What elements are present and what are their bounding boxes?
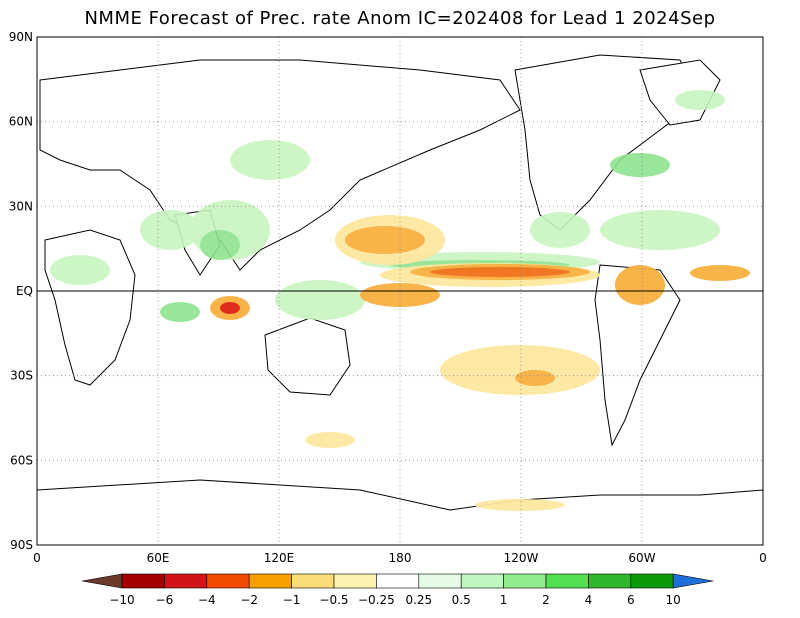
- lon-label: 120E: [264, 551, 295, 565]
- colorbar-swatch: [164, 573, 208, 589]
- colorbar-label: −2: [240, 593, 258, 607]
- latitude-labels: 90N 60N 30N EQ 30S 60S 90S: [9, 30, 33, 552]
- lat-label: 60S: [10, 453, 33, 467]
- lat-label: 30N: [9, 199, 33, 213]
- colorbar-label: −6: [156, 593, 174, 607]
- lon-label: 60W: [628, 551, 655, 565]
- dry-anomalies: [210, 215, 750, 511]
- grid-lines: [37, 37, 763, 545]
- lat-label: 30S: [10, 369, 33, 383]
- colorbar-swatch: [376, 573, 420, 589]
- colorbar-right-arrow: [672, 573, 714, 589]
- colorbar-swatch: [333, 573, 377, 589]
- colorbar-swatch: [460, 573, 504, 589]
- colorbar-swatch: [545, 573, 589, 589]
- colorbar-swatch: [588, 573, 632, 589]
- colorbar-label: 1: [500, 593, 508, 607]
- colorbar-label: −0.5: [319, 593, 348, 607]
- colorbar: −10 −6 −4 −2 −1 −0.5 −0.25 0.25 0.5 1 2 4 6 10: [81, 573, 714, 607]
- colorbar-label: −4: [198, 593, 216, 607]
- lat-label: EQ: [16, 284, 33, 298]
- colorbar-label: 0.5: [452, 593, 471, 607]
- colorbar-swatch: [630, 573, 674, 589]
- lon-label: 120W: [504, 551, 539, 565]
- lon-label: 180: [389, 551, 412, 565]
- lon-label: 0: [759, 551, 767, 565]
- colorbar-swatch: [291, 573, 335, 589]
- colorbar-label: 4: [585, 593, 593, 607]
- colorbar-swatch: [206, 573, 250, 589]
- colorbar-swatch: [121, 573, 165, 589]
- map-frame: [36, 36, 764, 546]
- longitude-labels: 0 60E 120E 180 120W 60W 0: [33, 551, 767, 565]
- lon-label: 60E: [147, 551, 170, 565]
- map-title: NMME Forecast of Prec. rate Anom IC=2024…: [84, 8, 716, 29]
- lat-label: 60N: [9, 115, 33, 129]
- colorbar-label: 6: [627, 593, 635, 607]
- colorbar-label: −10: [109, 593, 134, 607]
- wet-anomalies: [50, 90, 725, 322]
- colorbar-label: −0.25: [358, 593, 395, 607]
- anomaly-field: [37, 54, 763, 545]
- lat-label: 90S: [10, 538, 33, 552]
- colorbar-label: 0.25: [405, 593, 432, 607]
- colorbar-label: 2: [542, 593, 550, 607]
- colorbar-swatch: [503, 573, 547, 589]
- lon-label: 0: [33, 551, 41, 565]
- colorbar-swatch: [248, 573, 292, 589]
- colorbar-left-arrow: [81, 573, 123, 589]
- colorbar-label: 10: [666, 593, 681, 607]
- lat-label: 90N: [9, 30, 33, 44]
- colorbar-label: −1: [283, 593, 301, 607]
- colorbar-swatch: [418, 573, 462, 589]
